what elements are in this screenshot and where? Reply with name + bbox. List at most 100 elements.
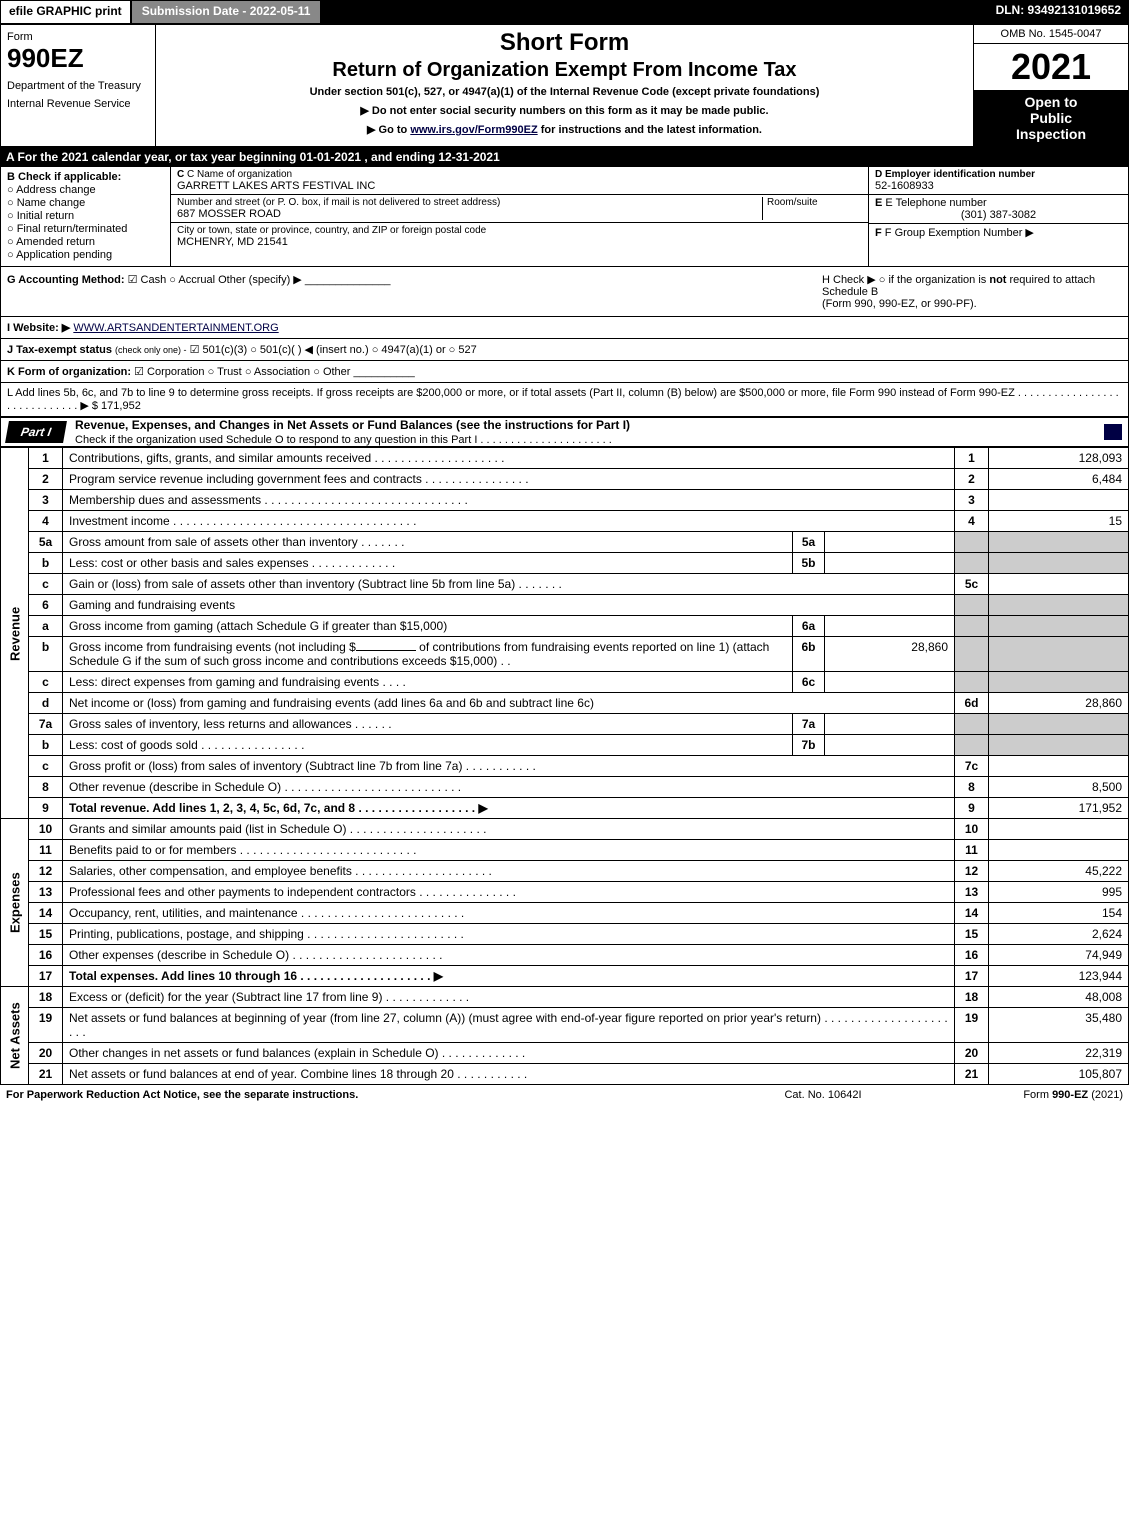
- chk-amended-return[interactable]: Amended return: [7, 236, 164, 248]
- ssn-warning: ▶ Do not enter social security numbers o…: [164, 104, 965, 117]
- website-link[interactable]: WWW.ARTSANDENTERTAINMENT.ORG: [73, 322, 278, 334]
- header-left: Form 990EZ Department of the Treasury In…: [1, 25, 156, 146]
- k-lbl: K Form of organization:: [7, 366, 131, 378]
- l8-num: 8: [29, 777, 63, 798]
- l15-num: 15: [29, 924, 63, 945]
- l6a-subval: [825, 616, 955, 637]
- l14-box: 14: [955, 903, 989, 924]
- row-l-gross-receipts: L Add lines 5b, 6c, and 7b to line 9 to …: [0, 383, 1129, 417]
- l16-box: 16: [955, 945, 989, 966]
- l1-box: 1: [955, 448, 989, 469]
- footer-catno: Cat. No. 10642I: [723, 1089, 923, 1101]
- l1-desc: Contributions, gifts, grants, and simila…: [63, 448, 955, 469]
- j-527[interactable]: 527: [449, 344, 477, 356]
- l2-desc: Program service revenue including govern…: [63, 469, 955, 490]
- l12-amt: 45,222: [989, 861, 1129, 882]
- irs-link[interactable]: www.irs.gov/Form990EZ: [410, 124, 537, 136]
- l4-desc: Investment income . . . . . . . . . . . …: [63, 511, 955, 532]
- footer-formref: Form 990-EZ (2021): [923, 1089, 1123, 1101]
- l9-amt: 171,952: [989, 798, 1129, 819]
- row-j-tax-exempt: J Tax-exempt status (check only one) - 5…: [0, 339, 1129, 361]
- dept-irs: Internal Revenue Service: [7, 98, 149, 110]
- tax-year: 2021: [974, 44, 1128, 90]
- l5a-subval: [825, 532, 955, 553]
- l5a-desc: Gross amount from sale of assets other t…: [63, 532, 793, 553]
- l6d-amt: 28,860: [989, 693, 1129, 714]
- l5a-num: 5a: [29, 532, 63, 553]
- top-bar: efile GRAPHIC print Submission Date - 20…: [0, 0, 1129, 24]
- l2-amt: 6,484: [989, 469, 1129, 490]
- l8-box: 8: [955, 777, 989, 798]
- j-lbl: J Tax-exempt status: [7, 344, 112, 356]
- l5a-amt-shade: [989, 532, 1129, 553]
- l21-box: 21: [955, 1064, 989, 1085]
- part-1-sub: Check if the organization used Schedule …: [75, 434, 612, 446]
- schedule-o-check[interactable]: [1104, 424, 1122, 440]
- l21-amt: 105,807: [989, 1064, 1129, 1085]
- h-schedule-b: H Check ▶ ○ if the organization is not r…: [822, 273, 1122, 310]
- l6a-num: a: [29, 616, 63, 637]
- col-b-checkboxes: B Check if applicable: Address change Na…: [1, 167, 171, 266]
- l6a-amt-shade: [989, 616, 1129, 637]
- l7b-num: b: [29, 735, 63, 756]
- k-assoc[interactable]: Association: [245, 366, 310, 378]
- chk-final-return[interactable]: Final return/terminated: [7, 223, 164, 235]
- l6d-desc: Net income or (loss) from gaming and fun…: [63, 693, 955, 714]
- j-4947[interactable]: 4947(a)(1) or: [372, 344, 446, 356]
- org-street: 687 MOSSER ROAD: [177, 208, 762, 220]
- l2-box: 2: [955, 469, 989, 490]
- h-not: not: [989, 274, 1006, 286]
- chk-application-pending[interactable]: Application pending: [7, 249, 164, 261]
- c-name-line: C C Name of organization GARRETT LAKES A…: [171, 167, 868, 195]
- k-other[interactable]: Other: [313, 366, 350, 378]
- header-title-block: Short Form Return of Organization Exempt…: [156, 25, 973, 146]
- l7c-box: 7c: [955, 756, 989, 777]
- l10-amt: [989, 819, 1129, 840]
- l3-amt: [989, 490, 1129, 511]
- chk-initial-return[interactable]: Initial return: [7, 210, 164, 222]
- j-501c[interactable]: 501(c)( ) ◀ (insert no.): [250, 344, 368, 356]
- l5b-sub: 5b: [793, 553, 825, 574]
- l19-desc: Net assets or fund balances at beginning…: [63, 1008, 955, 1043]
- l4-box: 4: [955, 511, 989, 532]
- page-footer: For Paperwork Reduction Act Notice, see …: [0, 1085, 1129, 1105]
- goto-instructions: ▶ Go to www.irs.gov/Form990EZ for instru…: [164, 123, 965, 136]
- l4-amt: 15: [989, 511, 1129, 532]
- h-text1: H Check ▶ ○ if the organization is: [822, 274, 989, 286]
- open-line1: Open to: [978, 94, 1124, 110]
- j-501c3[interactable]: 501(c)(3): [190, 344, 248, 356]
- l5a-box-shade: [955, 532, 989, 553]
- l7a-desc: Gross sales of inventory, less returns a…: [63, 714, 793, 735]
- chk-address-change[interactable]: Address change: [7, 184, 164, 196]
- l6c-subval: [825, 672, 955, 693]
- l6d-box: 6d: [955, 693, 989, 714]
- netassets-side-label: Net Assets: [1, 987, 29, 1085]
- form-number: 990EZ: [7, 43, 149, 74]
- l3-num: 3: [29, 490, 63, 511]
- chk-name-change[interactable]: Name change: [7, 197, 164, 209]
- g-cash[interactable]: Cash: [128, 274, 167, 286]
- f-lbl: F Group Exemption Number ▶: [885, 227, 1034, 239]
- l18-amt: 48,008: [989, 987, 1129, 1008]
- l5b-amt-shade: [989, 553, 1129, 574]
- l17-num: 17: [29, 966, 63, 987]
- g-accrual[interactable]: Accrual: [169, 274, 215, 286]
- l11-desc: Benefits paid to or for members . . . . …: [63, 840, 955, 861]
- d-ein-lbl: D Employer identification number: [875, 169, 1122, 180]
- f-group-exemption: F F Group Exemption Number ▶: [869, 224, 1128, 241]
- row-i-website: I Website: ▶ WWW.ARTSANDENTERTAINMENT.OR…: [0, 317, 1129, 339]
- h-text3: (Form 990, 990-EZ, or 990-PF).: [822, 298, 977, 310]
- efile-label[interactable]: efile GRAPHIC print: [0, 0, 131, 24]
- c-name-lbl: C Name of organization: [187, 169, 292, 180]
- l-val: 171,952: [101, 400, 141, 412]
- g-other[interactable]: Other (specify) ▶: [218, 274, 302, 286]
- c-city-lbl: City or town, state or province, country…: [177, 225, 862, 236]
- k-trust[interactable]: Trust: [208, 366, 242, 378]
- l6c-desc: Less: direct expenses from gaming and fu…: [63, 672, 793, 693]
- submission-date: Submission Date - 2022-05-11: [131, 0, 322, 24]
- l-text: L Add lines 5b, 6c, and 7b to line 9 to …: [7, 387, 1119, 412]
- l12-num: 12: [29, 861, 63, 882]
- c-street-line: Number and street (or P. O. box, if mail…: [171, 195, 868, 223]
- l7a-num: 7a: [29, 714, 63, 735]
- k-corp[interactable]: Corporation: [134, 366, 204, 378]
